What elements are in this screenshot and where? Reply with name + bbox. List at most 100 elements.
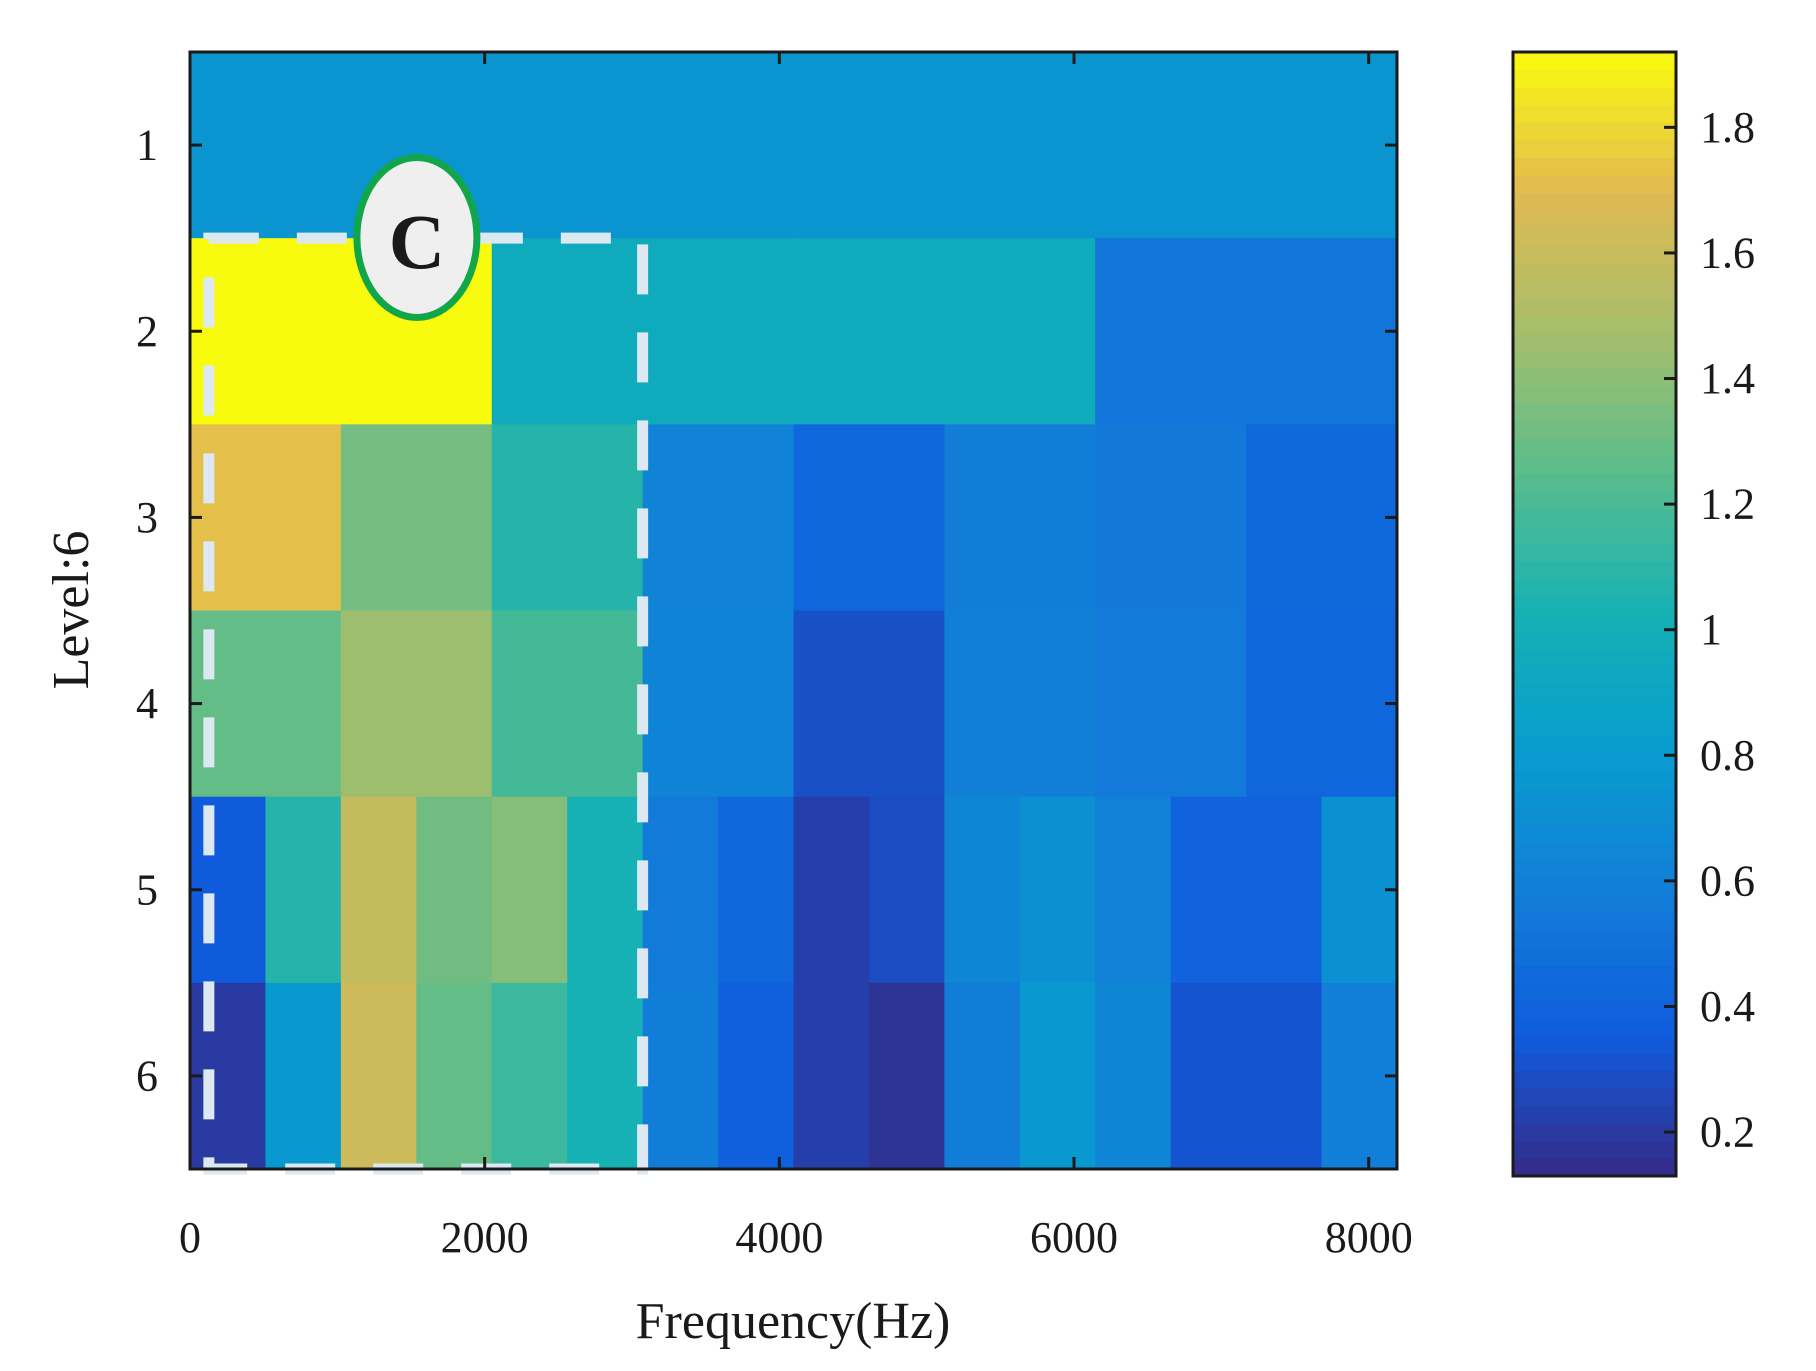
colorbar-strip (1513, 526, 1676, 545)
heatmap-cell-level4-band3 (491, 610, 644, 798)
colorbar-strip (1513, 1140, 1676, 1160)
heatmap-cell-level4-band2 (340, 610, 493, 798)
colorbar-strip (1513, 491, 1676, 510)
heatmap-cell-level5-band16 (1321, 796, 1398, 984)
colorbar-strip (1513, 455, 1676, 475)
heatmap-cell-level6-band12 (1019, 982, 1096, 1170)
heatmap-cell-level6-band1 (190, 982, 267, 1170)
colorbar-frame (1511, 50, 1678, 1178)
heatmap-cell-level6-band9 (793, 982, 870, 1170)
colorbar-strip (1513, 139, 1676, 158)
colorbar-strip (1513, 403, 1676, 422)
colorbar-strip (1513, 368, 1676, 387)
heatmap-cell-level4-band7 (1095, 610, 1247, 798)
colorbar: 0.2 0.4 0.6 0.8 1 1.2 1.4 1.6 1.8 (1511, 50, 1755, 1178)
heatmap-cell-level5-band8 (718, 796, 795, 984)
colorbar-strip (1513, 807, 1676, 826)
colorbar-strip (1513, 227, 1676, 246)
colorbar-tick-label: 1.4 (1700, 354, 1755, 403)
y-tick-label: 6 (136, 1051, 158, 1100)
colorbar-strip (1513, 87, 1676, 106)
colorbar-strip (1513, 947, 1676, 966)
colorbar-strip (1513, 578, 1676, 598)
colorbar-strip (1513, 789, 1676, 808)
heatmap-cell-level5-band10 (868, 796, 945, 984)
colorbar-strip (1513, 1088, 1676, 1107)
colorbar-tick-label: 1 (1700, 605, 1722, 654)
colorbar-strip (1513, 772, 1676, 791)
y-tick-label: 2 (136, 307, 158, 356)
colorbar-tick-label: 0.2 (1700, 1108, 1755, 1157)
heatmap-cell-level6-band8 (718, 982, 795, 1170)
heatmap-cell-level5-band15 (1246, 796, 1323, 984)
heatmap-cell-level5-band5 (491, 796, 568, 984)
colorbar-strip (1513, 596, 1676, 615)
colorbar-strip (1513, 210, 1676, 229)
heatmap-cell-level6-band14 (1170, 982, 1247, 1170)
y-axis-label: Level:6 (43, 531, 100, 690)
colorbar-strip (1513, 736, 1676, 756)
colorbar-strip (1513, 824, 1676, 843)
colorbar-strip (1513, 52, 1676, 71)
colorbar-tick-label: 1.8 (1700, 103, 1755, 152)
heatmap-cell-level5-band4 (416, 796, 493, 984)
heatmap-cell-level4-band8 (1246, 610, 1398, 798)
colorbar-strip (1513, 245, 1676, 264)
plot-frame (188, 50, 1399, 1171)
colorbar-strip (1513, 157, 1676, 176)
heatmap-cell-level5-band1 (190, 796, 267, 984)
callout-marker: C (353, 153, 481, 321)
heatmap-cell-level6-band2 (265, 982, 342, 1170)
x-axis-label: Frequency(Hz) (636, 1293, 951, 1350)
colorbar-strip (1513, 877, 1676, 896)
colorbar-ticks: 0.2 0.4 0.6 0.8 1 1.2 1.4 1.6 1.8 (1664, 103, 1755, 1157)
colorbar-strip (1513, 859, 1676, 879)
colorbar-tick-label: 0.4 (1700, 982, 1755, 1031)
colorbar-strip (1513, 174, 1676, 194)
colorbar-strip (1513, 420, 1676, 439)
colorbar-strip (1513, 438, 1676, 457)
heatmap-cell-level6-band7 (642, 982, 719, 1170)
colorbar-tick-label: 1.2 (1700, 480, 1755, 529)
heatmap-cell-level3-band5 (793, 424, 945, 612)
heatmap-cell-level3-band1 (190, 424, 342, 612)
colorbar-strip (1513, 561, 1676, 580)
heatmap-cell-level3-band7 (1095, 424, 1247, 612)
heatmap-cell-level4-band4 (642, 610, 795, 798)
colorbar-strip (1513, 1053, 1676, 1072)
colorbar-strip (1513, 649, 1676, 668)
heatmap-cell-level6-band3 (340, 982, 417, 1170)
colorbar-strip (1513, 930, 1676, 949)
colorbar-tick-label: 1.6 (1700, 228, 1755, 277)
y-axis-ticks: 1 2 3 4 5 6 (136, 121, 1397, 1100)
heatmap-cell-level6-band11 (944, 982, 1021, 1170)
colorbar-strip (1513, 385, 1676, 404)
heatmap-cell-level3-band3 (491, 424, 644, 612)
heatmap-cell-level5-band3 (340, 796, 417, 984)
colorbar-strip (1513, 1000, 1676, 1019)
colorbar-strip (1513, 895, 1676, 914)
heatmap-cell-level6-band4 (416, 982, 493, 1170)
heatmap-cell-level6-band16 (1321, 982, 1398, 1170)
y-tick-label: 1 (136, 121, 158, 170)
heatmap-cell-level3-band6 (944, 424, 1096, 612)
heatmap-cell-level5-band11 (944, 796, 1021, 984)
x-tick-label: 0 (179, 1213, 201, 1262)
colorbar-strip (1513, 754, 1676, 773)
heatmap-cell-level5-band6 (567, 796, 644, 984)
colorbar-strip (1513, 842, 1676, 861)
colorbar-strip (1513, 192, 1676, 211)
colorbar-strip (1513, 262, 1676, 281)
colorbar-strip (1513, 473, 1676, 492)
colorbar-strip (1513, 350, 1676, 369)
heatmap-cell-level6-band5 (491, 982, 568, 1170)
heatmap-cell-level2-band4 (1095, 238, 1398, 425)
colorbar-strip (1513, 982, 1676, 1001)
heatmap-cell-level6-band10 (868, 982, 945, 1170)
colorbar-strip (1513, 333, 1676, 352)
heatmap-cell-level4-band5 (793, 610, 945, 798)
colorbar-strip (1513, 508, 1676, 527)
colorbar-strip (1513, 104, 1676, 123)
colorbar-strip (1513, 315, 1676, 334)
